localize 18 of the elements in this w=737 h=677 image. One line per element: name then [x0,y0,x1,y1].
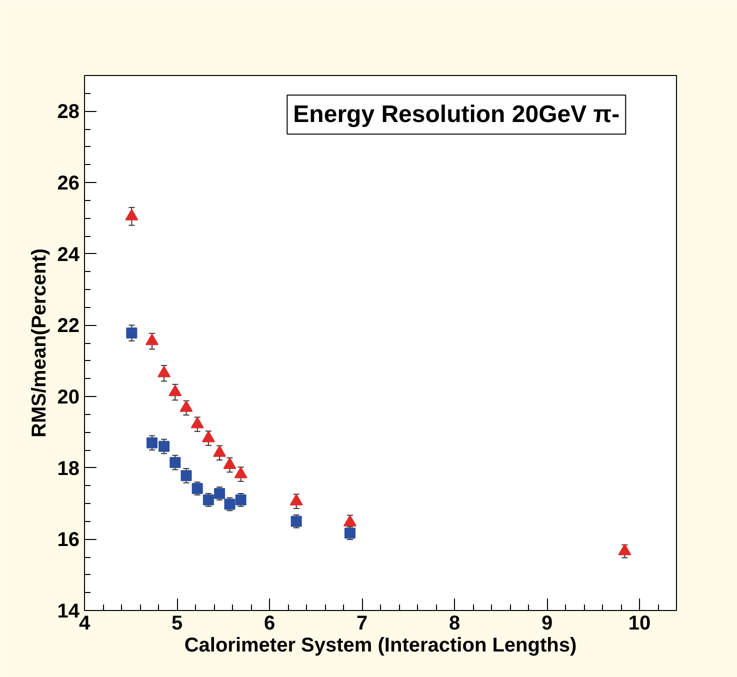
x-tick-label: 8 [448,612,460,634]
y-axis-title: RMS/mean(Percent) [28,248,50,438]
x-tick-label: 5 [171,612,183,634]
x-tick-label: 9 [541,612,553,634]
y-tick-label: 28 [57,101,80,124]
y-tick-label: 22 [57,315,80,338]
y-tick-label: 18 [57,458,80,480]
x-tick-label: 6 [264,612,276,634]
x-tick-label: 7 [356,612,368,634]
y-tick-label: 14 [57,600,80,622]
x-tick-label: 4 [78,612,91,634]
y-tick-label: 26 [57,172,80,194]
y-tick-label: 16 [57,529,80,552]
x-axis-title: Calorimeter System (Interaction Lengths) [184,634,577,656]
y-tick-label: 20 [57,386,80,408]
x-tick-label: 10 [628,612,651,634]
text: Energy Resolution 20GeV π- [293,101,620,128]
y-tick-label: 24 [57,244,80,266]
